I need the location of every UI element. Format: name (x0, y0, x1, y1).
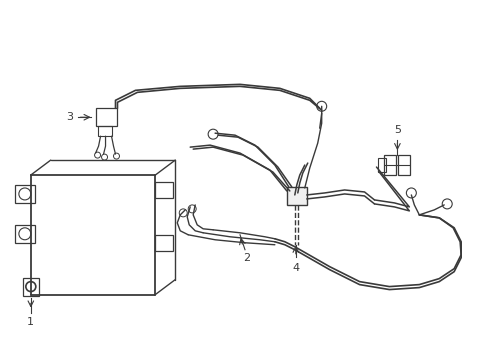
Text: 5: 5 (393, 125, 400, 135)
Bar (398, 155, 409, 175)
Bar (15, 185, 35, 203)
Bar (378, 158, 386, 172)
Bar (286, 187, 306, 205)
Bar (23, 278, 39, 296)
Bar (155, 235, 173, 251)
Bar (95, 108, 117, 126)
Text: 2: 2 (243, 253, 250, 263)
Bar (384, 155, 396, 175)
Bar (98, 126, 111, 136)
Text: 4: 4 (292, 263, 299, 273)
Text: 1: 1 (27, 318, 34, 328)
Bar (155, 182, 173, 198)
Text: 3: 3 (66, 112, 74, 122)
Bar (15, 225, 35, 243)
